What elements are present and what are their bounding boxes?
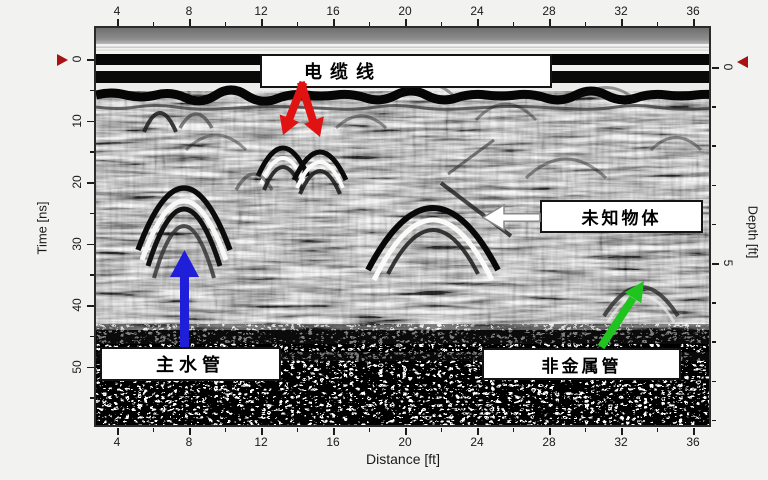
time-minor-tick bbox=[90, 274, 94, 276]
x-tick-label: 36 bbox=[686, 4, 700, 18]
x-major-tick bbox=[405, 19, 407, 26]
x-minor-tick bbox=[153, 428, 155, 432]
time-tick-label: 40 bbox=[70, 298, 84, 312]
x-tick-label: 16 bbox=[326, 435, 340, 449]
x-minor-tick bbox=[297, 428, 299, 432]
x-major-tick bbox=[405, 428, 407, 435]
x-major-tick bbox=[189, 19, 191, 26]
x-major-tick bbox=[477, 428, 479, 435]
x-minor-tick bbox=[657, 428, 659, 432]
time-major-tick bbox=[87, 305, 94, 307]
depth-major-tick bbox=[712, 263, 719, 265]
depth-minor-tick bbox=[712, 341, 716, 343]
x-tick-label: 4 bbox=[113, 435, 121, 449]
x-minor-tick bbox=[585, 22, 587, 26]
x-tick-label: 8 bbox=[185, 4, 193, 18]
x-minor-tick bbox=[657, 22, 659, 26]
x-tick-label: 16 bbox=[326, 4, 340, 18]
left-axis-title: Time [ns] bbox=[34, 201, 50, 255]
x-major-tick bbox=[261, 19, 263, 26]
x-minor-tick bbox=[441, 428, 443, 432]
x-minor-tick bbox=[369, 22, 371, 26]
time-tick-label: 20 bbox=[70, 175, 84, 189]
x-tick-label: 36 bbox=[686, 435, 700, 449]
right-axis-title: Depth [ft] bbox=[745, 205, 761, 259]
x-minor-tick bbox=[441, 22, 443, 26]
depth-tick-label: 0 bbox=[721, 63, 735, 71]
water-main-label-box: 主水管 bbox=[100, 347, 281, 381]
cable-label: 电缆线 bbox=[304, 62, 382, 82]
depth-minor-tick bbox=[712, 302, 716, 304]
depth-tick-label: 5 bbox=[721, 259, 735, 267]
x-tick-label: 28 bbox=[542, 4, 556, 18]
time-major-tick bbox=[87, 59, 94, 61]
x-major-tick bbox=[549, 19, 551, 26]
x-major-tick bbox=[549, 428, 551, 435]
x-minor-tick bbox=[225, 22, 227, 26]
time-major-tick bbox=[87, 120, 94, 123]
x-minor-tick bbox=[513, 428, 515, 432]
x-tick-label: 24 bbox=[470, 4, 484, 18]
x-tick-label: 32 bbox=[614, 435, 628, 449]
time-minor-tick bbox=[90, 151, 94, 153]
depth-minor-tick bbox=[712, 419, 716, 422]
cable-label-box: 电缆线 bbox=[260, 54, 552, 88]
x-tick-label: 24 bbox=[470, 435, 484, 449]
time-tick-label: 30 bbox=[70, 236, 84, 251]
time-minor-tick bbox=[90, 212, 94, 215]
x-major-tick bbox=[621, 19, 623, 26]
x-minor-tick bbox=[153, 22, 155, 26]
x-major-tick bbox=[117, 428, 119, 435]
time-minor-tick bbox=[90, 397, 94, 399]
x-minor-tick bbox=[225, 428, 227, 432]
x-minor-tick bbox=[297, 22, 299, 26]
time-zero-marker-icon bbox=[57, 54, 68, 66]
depth-minor-tick bbox=[712, 145, 716, 147]
time-minor-tick bbox=[90, 89, 94, 92]
x-tick-label: 28 bbox=[542, 435, 556, 449]
time-tick-label: 50 bbox=[70, 359, 84, 374]
depth-minor-tick bbox=[712, 184, 716, 186]
time-tick-label: 10 bbox=[70, 113, 84, 128]
x-major-tick bbox=[621, 428, 623, 435]
x-major-tick bbox=[333, 19, 335, 26]
nonmetal-pipe-label-box: 非金属管 bbox=[482, 348, 681, 380]
x-major-tick bbox=[333, 428, 335, 435]
water-main-label: 主水管 bbox=[156, 355, 225, 375]
x-major-tick bbox=[117, 19, 119, 26]
x-minor-tick bbox=[585, 428, 587, 432]
depth-zero-marker-icon bbox=[737, 56, 748, 68]
depth-minor-tick bbox=[712, 106, 716, 108]
x-tick-label: 4 bbox=[113, 4, 121, 18]
time-major-tick bbox=[87, 243, 94, 246]
x-major-tick bbox=[189, 428, 191, 435]
time-major-tick bbox=[87, 366, 94, 369]
x-tick-label: 12 bbox=[254, 435, 268, 449]
unknown-object-label: 未知物体 bbox=[581, 209, 662, 228]
x-tick-label: 8 bbox=[185, 435, 193, 449]
x-major-tick bbox=[477, 19, 479, 26]
x-major-tick bbox=[693, 19, 695, 26]
time-major-tick bbox=[87, 182, 94, 184]
x-major-tick bbox=[261, 428, 263, 435]
depth-minor-tick bbox=[712, 380, 716, 382]
x-axis-title: Distance [ft] bbox=[366, 451, 440, 467]
time-minor-tick bbox=[90, 335, 94, 338]
x-tick-label: 20 bbox=[398, 4, 412, 18]
x-minor-tick bbox=[369, 428, 371, 432]
x-tick-label: 12 bbox=[254, 4, 268, 18]
x-major-tick bbox=[693, 428, 695, 435]
x-tick-label: 20 bbox=[398, 435, 412, 449]
depth-major-tick bbox=[712, 67, 719, 69]
time-tick-label: 0 bbox=[70, 55, 84, 63]
x-tick-label: 32 bbox=[614, 4, 628, 18]
x-minor-tick bbox=[513, 22, 515, 26]
nonmetal-pipe-label: 非金属管 bbox=[541, 356, 622, 376]
depth-minor-tick bbox=[712, 223, 716, 226]
unknown-object-label-box: 未知物体 bbox=[540, 200, 703, 233]
